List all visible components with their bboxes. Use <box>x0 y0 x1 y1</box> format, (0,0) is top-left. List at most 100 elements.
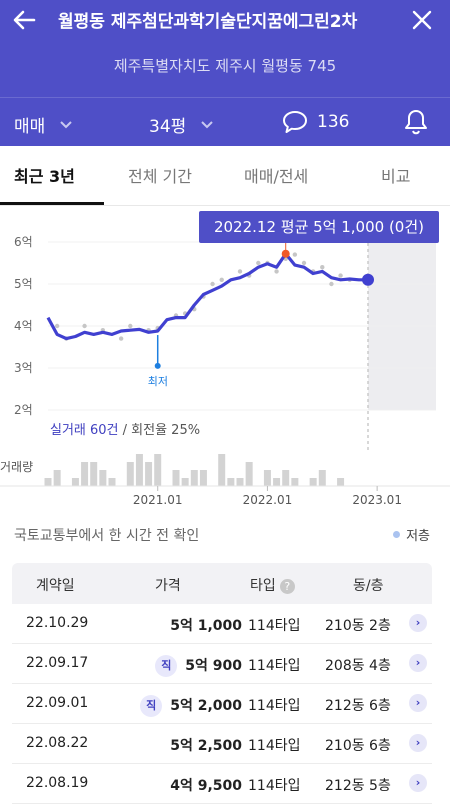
contract-date: 22.08.22 <box>26 735 89 751</box>
dong-floor-cell: 210동 6층 <box>325 738 391 754</box>
current-marker <box>362 273 374 286</box>
volume-bar <box>181 478 189 486</box>
lowest-marker <box>154 362 161 369</box>
page-title: 월평동 제주첨단과학기술단지꿈에그린2차 <box>58 12 358 32</box>
price-chart[interactable]: 6억 5억 4억 3억 2억 최저 2021.01 2022.01 2023.01 <box>0 206 450 506</box>
volume-bar <box>227 478 235 486</box>
source-note: 국토교통부에서 한 시간 전 확인 <box>14 528 200 544</box>
volume-bar <box>53 470 61 486</box>
volume-bar <box>99 470 107 486</box>
contract-date: 22.08.19 <box>26 775 89 791</box>
data-point <box>329 281 334 287</box>
type-cell: 114타입 <box>248 698 301 714</box>
turnover-rate: / 회전율 25% <box>122 423 201 438</box>
comments-button[interactable]: 136 <box>281 109 349 135</box>
active-tab-indicator <box>0 202 104 205</box>
dong-floor-cell: 212동 5층 <box>325 778 391 794</box>
volume-bar <box>44 478 52 486</box>
chevron-right-icon[interactable]: › <box>409 734 427 752</box>
chevron-right-icon[interactable]: › <box>409 694 427 712</box>
volume-bar <box>145 462 153 486</box>
volume-bar <box>236 478 244 486</box>
price-value: 5억 2,000 <box>170 698 242 714</box>
size-label: 34평 <box>149 117 187 137</box>
data-point <box>301 260 307 266</box>
contract-date: 22.10.29 <box>26 615 89 631</box>
volume-bar <box>282 470 290 486</box>
table-row[interactable]: 22.08.19 4억 9,500 114타입 212동 5층 › <box>12 764 432 804</box>
header-dong: 동/층 <box>353 578 384 594</box>
volume-bar <box>273 478 281 486</box>
chevron-down-icon <box>60 120 72 128</box>
chevron-right-icon[interactable]: › <box>409 614 427 632</box>
y-tick-label: 5억 <box>14 277 33 291</box>
volume-bar <box>218 454 226 486</box>
tab-compare[interactable]: 비교 <box>381 167 411 186</box>
lowest-label: 최저 <box>148 375 168 388</box>
deal-count[interactable]: 실거래 60건 <box>50 423 119 438</box>
legend-label: 저층 <box>406 529 430 544</box>
data-point <box>256 260 261 266</box>
bell-icon[interactable] <box>403 108 429 136</box>
direct-deal-badge: 직 <box>155 655 178 677</box>
peak-marker <box>281 249 290 258</box>
tab-recent-3y[interactable]: 최근 3년 <box>14 167 75 186</box>
back-arrow-icon[interactable] <box>10 6 38 34</box>
volume-label: 거래량 <box>0 460 34 474</box>
x-tick-label: 2021.01 <box>133 493 183 506</box>
volume-bar <box>108 478 116 486</box>
data-point <box>82 323 87 329</box>
contract-date: 22.09.01 <box>26 695 89 711</box>
size-select[interactable]: 34평 <box>149 112 214 137</box>
dong-floor-cell: 208동 4층 <box>325 658 391 674</box>
trade-type-label: 매매 <box>14 117 46 137</box>
type-cell: 114타입 <box>248 658 301 674</box>
table-header: 계약일 가격 타입? 동/층 <box>12 563 432 604</box>
price-cell: 직 5억 2,000 <box>132 695 242 717</box>
volume-bar <box>309 478 317 486</box>
data-point <box>320 265 325 270</box>
table-row[interactable]: 22.09.01 직 5억 2,000 114타입 212동 6층 › <box>12 684 432 724</box>
close-icon[interactable] <box>408 6 436 34</box>
x-tick-label: 2023.01 <box>352 493 402 506</box>
data-point <box>237 269 243 274</box>
volume-bar <box>135 454 143 486</box>
price-cell: 5억 2,500 <box>132 735 242 755</box>
dong-floor-cell: 212동 6층 <box>325 698 391 714</box>
data-point <box>338 273 343 278</box>
data-point <box>210 281 215 287</box>
direct-deal-badge: 직 <box>140 695 163 717</box>
comments-count: 136 <box>317 112 350 132</box>
legend: 저층 <box>393 525 430 544</box>
data-point <box>219 277 224 282</box>
trade-type-select[interactable]: 매매 <box>14 112 73 137</box>
table-row[interactable]: 22.09.17 직 5억 900 114타입 208동 4층 › <box>12 644 432 684</box>
price-value: 5억 2,500 <box>170 738 242 754</box>
chevron-down-icon <box>201 120 213 128</box>
chart-tooltip: 2022.12 평균 5억 1,000 (0건) <box>199 211 439 243</box>
chat-bubble-icon <box>283 111 307 133</box>
data-point <box>128 323 133 329</box>
table-row[interactable]: 22.10.29 5억 1,000 114타입 210동 2층 › <box>12 604 432 644</box>
deal-stats: 실거래 60건 / 회전율 25% <box>50 419 200 438</box>
data-point <box>292 252 298 257</box>
volume-bar <box>126 462 134 486</box>
tab-sale-jeonse[interactable]: 매매/전세 <box>244 167 309 186</box>
tab-all-period[interactable]: 전체 기간 <box>128 167 192 186</box>
volume-bar <box>318 470 326 486</box>
dong-floor-cell: 210동 2층 <box>325 618 391 634</box>
y-tick-label: 4억 <box>14 319 33 333</box>
chevron-right-icon[interactable]: › <box>409 654 427 672</box>
y-tick-label: 3억 <box>14 361 33 375</box>
transactions-table: 계약일 가격 타입? 동/층 22.10.29 5억 1,000 114타입 210동… <box>12 563 432 804</box>
type-cell: 114타입 <box>248 778 301 794</box>
volume-bar <box>172 470 180 486</box>
table-row[interactable]: 22.08.22 5억 2,500 114타입 210동 6층 › <box>12 724 432 764</box>
chevron-right-icon[interactable]: › <box>409 774 427 792</box>
y-tick-label: 6억 <box>14 235 33 249</box>
price-value: 5억 900 <box>185 658 242 674</box>
volume-bar <box>71 478 79 486</box>
header: 월평동 제주첨단과학기술단지꿈에그린2차 제주특별자치도 제주시 월평동 745… <box>0 0 450 206</box>
help-icon[interactable]: ? <box>279 578 295 594</box>
volume-bar <box>291 478 299 486</box>
